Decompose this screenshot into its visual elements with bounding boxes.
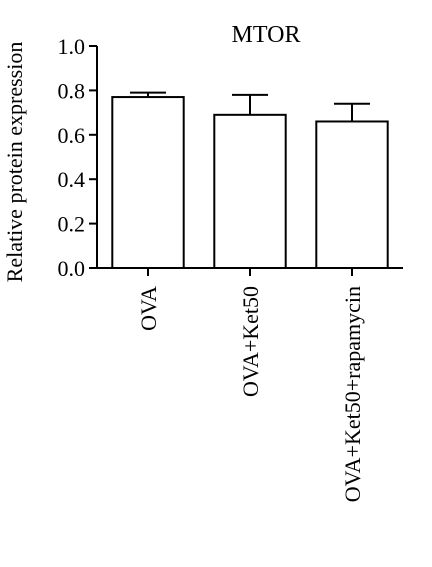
bar [315, 120, 389, 270]
y-tick-label: 0.4 [58, 167, 86, 192]
x-tick-label: OVA+Ket50 [238, 286, 263, 397]
y-tick-label: 0.8 [58, 78, 86, 103]
y-tick-label: 0.6 [58, 123, 86, 148]
x-tick-label: OVA+Ket50+rapamycin [340, 286, 365, 502]
y-tick-label: 0.2 [58, 212, 86, 237]
bar [213, 113, 287, 269]
y-tick-label: 0.0 [58, 256, 86, 281]
y-axis-label: Relative protein expression [2, 42, 27, 283]
bar [111, 96, 185, 269]
x-tick-label: OVA [136, 286, 161, 331]
plot-area: 0.0 0.2 0.4 0.6 0.8 1.0 OVA OVA+Ket50 OVA+Ket50+… [58, 34, 389, 502]
chart-title: MTOR [232, 22, 301, 48]
y-tick-label: 1.0 [58, 34, 86, 59]
